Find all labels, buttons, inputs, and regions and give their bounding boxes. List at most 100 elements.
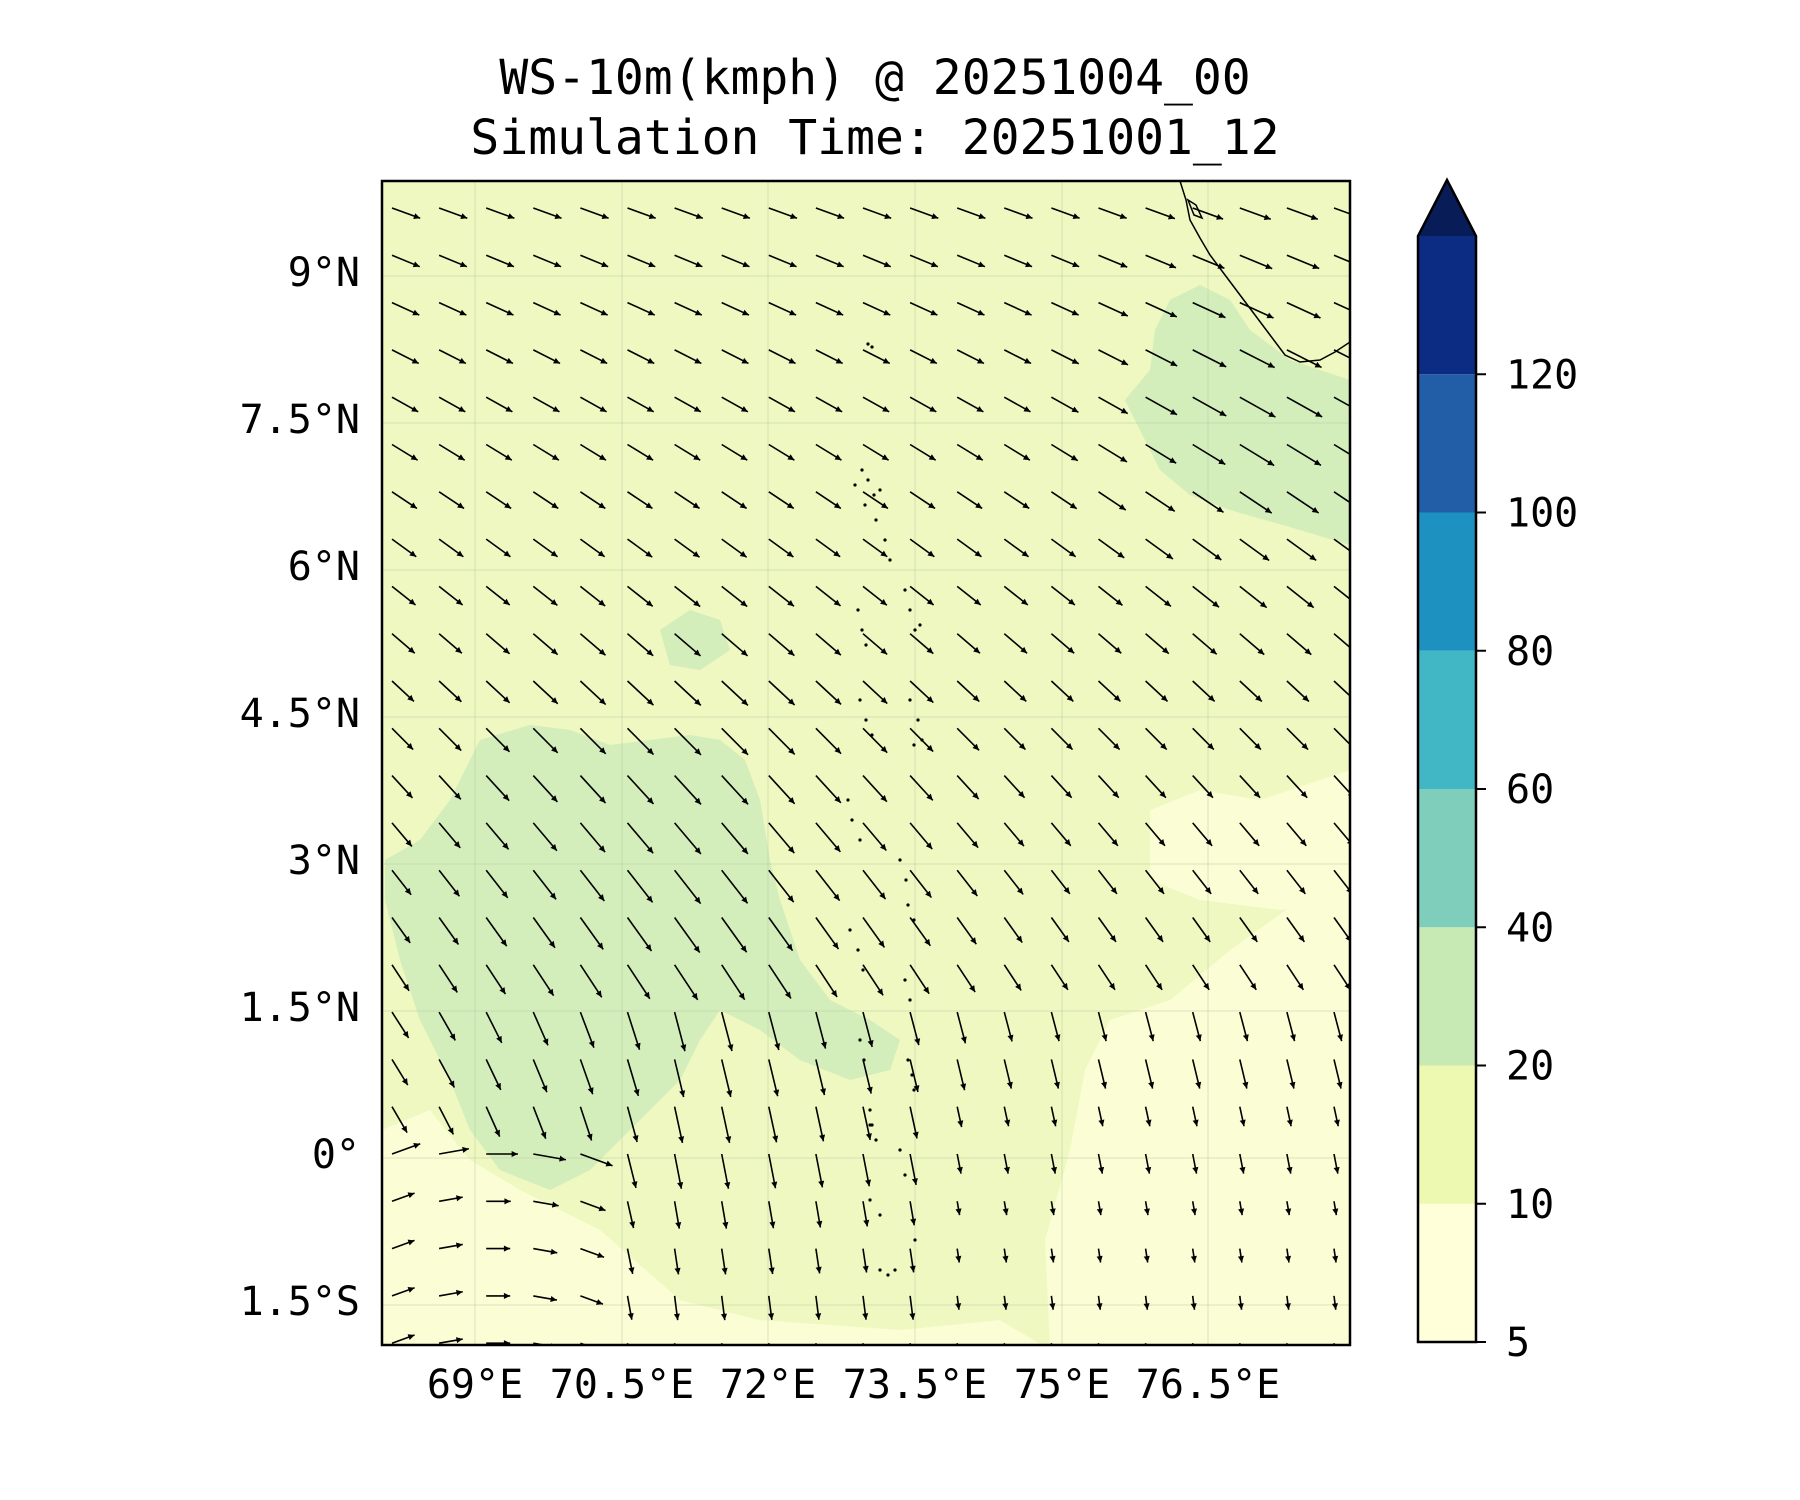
wind-vector (815, 1106, 826, 1142)
wind-vector (1333, 301, 1350, 311)
wind-vector (391, 1192, 415, 1203)
wind-vector (1192, 538, 1222, 561)
wind-vector (485, 727, 511, 753)
wind-vector (1003, 727, 1027, 751)
wind-vector (1333, 633, 1350, 649)
wind-vector (627, 349, 655, 365)
atoll-dot (908, 998, 912, 1002)
atoll-dot (913, 628, 917, 632)
wind-vector (956, 775, 980, 800)
wind-vector (1098, 254, 1128, 268)
wind-vector (768, 254, 797, 268)
colorbar-segment (1418, 927, 1476, 1066)
wind-vector (956, 1106, 964, 1128)
wind-vector (721, 727, 749, 756)
lon-tick-76-5e: 76.5°E (1136, 1362, 1281, 1408)
wind-vector (1286, 633, 1312, 656)
wind-vector (721, 443, 748, 461)
wind-vector (1191, 1059, 1202, 1089)
wind-vector (438, 538, 464, 558)
wind-vector (485, 633, 511, 655)
wind-vector (1145, 727, 1168, 751)
colorbar: 5 10 20 40 60 80 100 120 (1416, 177, 1578, 1366)
wind-vector (721, 680, 749, 706)
wind-vector (438, 1289, 463, 1297)
atoll-dot (898, 858, 902, 862)
wind-vector (674, 301, 703, 316)
atoll-dot (864, 718, 868, 722)
wind-vector (579, 869, 605, 902)
wind-vector (815, 1011, 827, 1049)
wind-vector (438, 443, 466, 461)
wind-vector (391, 1286, 415, 1297)
wind-vector (720, 1059, 733, 1098)
wind-vector (1286, 822, 1307, 847)
wind-vector (1286, 775, 1308, 799)
atoll-dot (878, 1268, 882, 1272)
wind-vector (1050, 964, 1069, 991)
wind-vector (673, 1106, 685, 1144)
wind-vector (1050, 585, 1076, 606)
wind-vector (1286, 727, 1309, 751)
wind-vector (1050, 1011, 1061, 1042)
wind-vector (1097, 964, 1116, 991)
wind-vector (626, 964, 651, 1000)
wind-vector (1098, 443, 1128, 463)
wind-vector (533, 1200, 559, 1208)
wind-vector (1050, 443, 1079, 462)
wind-vector (909, 396, 937, 413)
wind-vector (1098, 207, 1127, 220)
wind-vector (580, 207, 609, 220)
atoll-dot (864, 643, 868, 647)
wind-vector (1049, 1295, 1056, 1310)
wind-vector (1144, 822, 1166, 847)
wind-vector (1145, 254, 1177, 269)
wind-vector (1003, 775, 1026, 799)
colorbar-tick-label: 120 (1506, 352, 1578, 398)
colorbar-segment (1418, 1203, 1476, 1342)
wind-vector (391, 775, 414, 799)
wind-vector (1192, 633, 1218, 655)
wind-vector (1286, 1011, 1296, 1042)
wind-vector (1097, 1106, 1105, 1127)
wind-vector (438, 822, 461, 849)
wind-vector (1098, 491, 1127, 511)
wind-vector (673, 964, 699, 1001)
wind-vector (1239, 964, 1257, 991)
wind-vector (956, 1011, 967, 1044)
wind-vector (1051, 254, 1080, 268)
wind-vector (815, 1295, 822, 1320)
wind-vector (486, 1198, 511, 1205)
wind-vector (720, 1011, 734, 1052)
wind-vector (956, 349, 985, 365)
wind-vector (1239, 1153, 1246, 1174)
wind-vector (862, 1248, 869, 1273)
atoll-dot (906, 903, 910, 907)
wind-vector (485, 1106, 501, 1137)
wind-vector (1239, 207, 1272, 221)
wind-vector (768, 207, 798, 220)
wind-vector (1003, 822, 1025, 847)
wind-vector (720, 1201, 729, 1229)
wind-vector (438, 633, 463, 654)
atoll-dot (858, 838, 862, 842)
wind-vector (532, 917, 556, 949)
atoll-dot (898, 1148, 902, 1152)
wind-vector (391, 727, 414, 751)
wind-vector (862, 775, 888, 803)
wind-vector (485, 254, 515, 268)
wind-vector (815, 917, 840, 950)
wind-vector (1192, 301, 1226, 319)
wind-vector (485, 207, 515, 220)
wind-vector (1098, 349, 1129, 366)
wind-vector (1239, 396, 1276, 418)
wind-vector (1145, 301, 1178, 318)
wind-vector (1284, 1295, 1291, 1310)
wind-vector (626, 869, 654, 903)
wind-vector (579, 633, 607, 656)
wind-vector (533, 1247, 558, 1255)
wind-vector (580, 1247, 605, 1258)
wind-vector (626, 1201, 636, 1229)
wind-vector (955, 1295, 962, 1310)
wind-vector (485, 822, 510, 850)
